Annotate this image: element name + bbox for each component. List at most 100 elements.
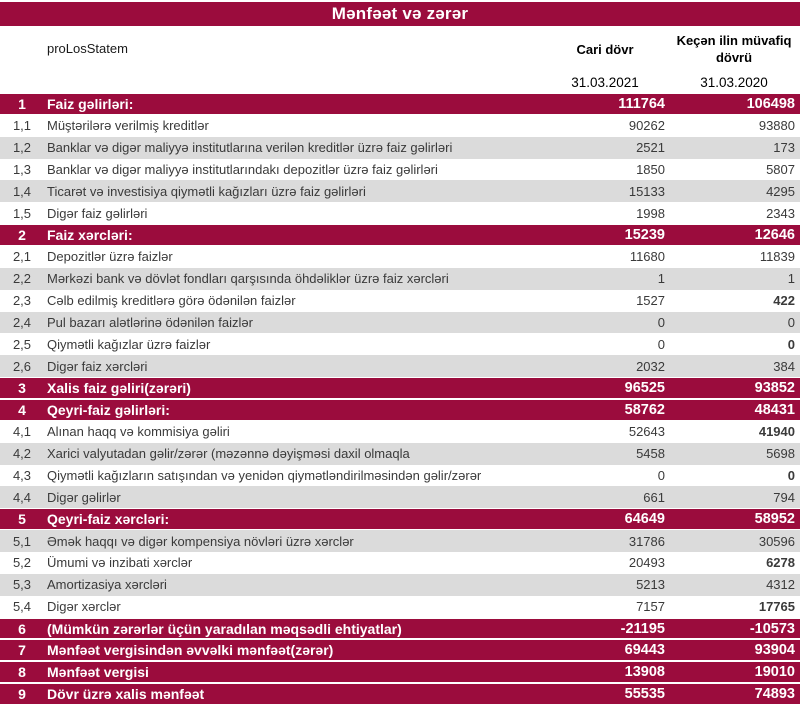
row-label: Digər faiz gəlirləri [47,205,148,221]
row-value-previous: 41940 [758,424,795,440]
row-value-current: 5458 [636,446,665,462]
table-row: 1,2 Banklar və digər maliyyə institutları… [0,136,800,159]
row-label: Xalis faiz gəliri(zərəri) [47,380,191,397]
row-value-previous: 12646 [754,227,795,244]
row-number: 9 [18,686,26,703]
row-value-previous: 2343 [766,205,795,221]
row-value-previous: 4295 [766,183,795,199]
table-row: 2,3 Cəlb edilmiş kreditlərə görə ödənilən… [0,289,800,312]
row-number: 8 [18,664,26,681]
table-row: 5,2 Ümumi və inzibati xərclər 20493 6278 [0,552,800,574]
row-number: 2,4 [12,315,32,331]
row-value-previous: 30596 [758,533,795,549]
row-value-previous: 173 [773,140,795,156]
row-label: Mənfəət vergisindən əvvəlki mənfəət(zərə… [47,642,334,659]
row-value-current: 111764 [618,95,665,112]
row-value-previous: 4312 [766,577,795,593]
row-value-current: 0 [657,468,665,484]
row-value-current: 96525 [624,380,665,397]
row-value-current: 64649 [624,511,665,528]
row-number: 7 [18,642,26,659]
row-label: Ticarət və investisiya qiymətli kağızlar… [47,183,366,199]
row-value-previous: -10573 [749,620,795,637]
row-number: 2,2 [12,271,32,287]
row-value-current: 69443 [624,642,665,659]
section-row: 6 (Mümkün zərərlər üçün yaradılan məqsədl… [0,617,800,640]
row-value-current: 0 [657,336,665,352]
row-label: Dövr üzrə xalis mənfəət [47,686,205,703]
row-number: 2,5 [12,336,32,352]
row-number: 2,3 [12,293,32,309]
row-number: 6 [18,620,26,637]
table-row: 5,1 Əmək haqqı və digər kompensiya növlər… [0,530,800,553]
page-title: Mənfəət və zərər [0,2,800,26]
row-label: Pul bazarı alətlərinə ödənilən faizlər [47,315,253,331]
section-row: 4 Qeyri-faiz gəlirləri: 58762 48431 [0,399,800,421]
row-label: Digər faiz xərcləri [47,358,148,374]
row-value-previous: 11839 [759,249,795,265]
row-value-previous: 93880 [758,118,795,134]
row-value-previous: 93852 [754,380,795,397]
table-row: 2,4 Pul bazarı alətlərinə ödənilən faizlə… [0,311,800,334]
row-value-current: 0 [657,315,665,331]
row-number: 1,2 [12,140,32,156]
row-number: 2,1 [12,249,32,265]
table-row: 1,4 Ticarət və investisiya qiymətli kağız… [0,180,800,203]
row-value-current: 1850 [636,162,665,177]
row-value-current: 15239 [624,227,665,244]
row-label: Faiz xərcləri: [47,227,133,244]
row-number: 5,4 [12,599,32,615]
row-value-previous: 17765 [758,599,795,615]
section-row: 3 Xalis faiz gəliri(zərəri) 96525 93852 [0,377,800,400]
row-number: 1 [18,95,26,112]
header-previous-period-date: 31.03.2020 [700,75,768,90]
row-number: 4,1 [12,424,32,440]
row-number: 1,1 [12,118,32,134]
row-number: 2 [18,227,26,244]
row-label: Amortizasiya xərcləri [47,577,167,593]
row-value-previous: 0 [787,468,795,484]
row-number: 4,4 [12,489,32,505]
row-label: Mərkəzi bank və dövlət fondları qarşısın… [47,271,449,287]
row-label: (Mümkün zərərlər üçün yaradılan məqsədli… [47,620,402,637]
table-row: 2,6 Digər faiz xərcləri 2032 384 [0,355,800,378]
row-label: Qeyri-faiz gəlirləri: [47,401,170,418]
row-value-current: 2521 [636,140,665,156]
header-statement-label: proLosStatem [47,41,128,56]
table-row: 4,1 Alınan haqq və kommisiya gəliri 52643 4… [0,420,800,443]
row-value-previous: 58952 [754,511,795,528]
row-number: 5,1 [12,533,32,549]
row-label: Faiz gəlirləri: [47,95,134,112]
section-row: 5 Qeyri-faiz xərcləri: 64649 58952 [0,508,800,531]
row-label: Qiymətli kağızların satışından və yenidə… [47,468,482,484]
row-label: Xarici valyutadan gəlir/zərər (məzənnə d… [47,446,410,462]
row-number: 4 [18,401,26,418]
row-value-previous: 0 [787,315,795,331]
row-label: Banklar və digər maliyyə institutlarına … [47,140,453,156]
row-number: 5,2 [12,555,32,571]
row-label: Banklar və digər maliyyə institutlarında… [47,162,438,177]
row-value-current: 1527 [636,293,665,309]
row-label: Digər gəlirlər [47,489,121,505]
row-number: 4,3 [12,468,32,484]
row-value-previous: 19010 [754,664,795,681]
row-label: Cəlb edilmiş kreditlərə görə ödənilən fa… [47,293,296,309]
row-value-previous: 5698 [766,446,795,462]
row-value-current: 1998 [636,205,665,221]
section-row: 9 Dövr üzrə xalis mənfəət 55535 74893 [0,683,800,706]
row-value-current: -21195 [620,620,665,637]
table-row: 2,2 Mərkəzi bank və dövlət fondları qarşı… [0,267,800,290]
table-row: 1,1 Müştərilərə verilmiş kreditlər 90262 93… [0,114,800,137]
row-number: 1,3 [12,162,32,177]
table-row: 4,2 Xarici valyutadan gəlir/zərər (məzənn… [0,442,800,465]
header-current-period-date: 31.03.2021 [571,75,639,90]
row-label: Mənfəət vergisi [47,664,149,681]
row-value-previous: 0 [787,336,795,352]
header-current-period-column: Cari dövr 31.03.2021 [542,26,668,93]
table-body: 1 Faiz gəlirləri: 111764 106498 1,1 Müştərilə… [0,93,800,706]
row-label: Qeyri-faiz xərcləri: [47,511,170,528]
table-row: 4,3 Qiymətli kağızların satışından və yen… [0,464,800,487]
row-number: 3 [18,380,26,397]
row-value-current: 661 [643,489,665,505]
